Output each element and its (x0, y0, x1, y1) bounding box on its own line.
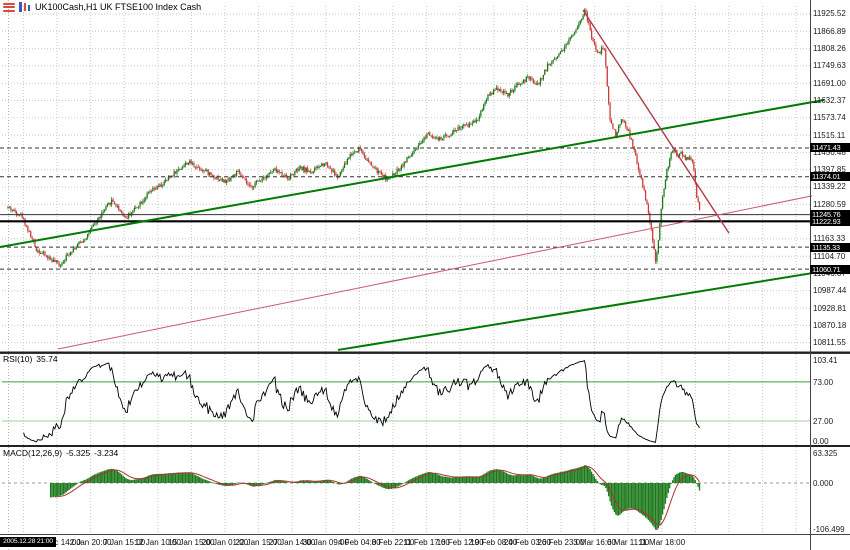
macd-signal-line (54, 466, 700, 526)
price-level-tag: 11135.33 (810, 242, 850, 252)
candles (7, 8, 701, 269)
time-axis-label: 11 Feb 17:00 (403, 538, 450, 547)
rsi-axis-label: 103.41 (813, 356, 838, 365)
price-axis-label: 10928.81 (813, 303, 847, 313)
macd-signal-value: -3.234 (94, 448, 119, 458)
time-axis-label: 30 Jan 09:00 (302, 538, 349, 547)
price-axis-label: 11104.70 (813, 251, 846, 261)
price-level-tag: 11060.71 (810, 264, 850, 274)
time-axis-label: 6 Mar 11:00 (607, 538, 650, 547)
rsi-name: RSI(10) (3, 354, 33, 364)
price-axis-label: 11397.85 (813, 165, 846, 175)
rsi-line (23, 360, 700, 443)
rsi-axis-label: 27.00 (813, 417, 834, 427)
time-axis-label: 30 Dec 14:00 (33, 538, 81, 547)
time-axis-label: 4 Feb 04:00 (338, 538, 381, 547)
macd-main-value: -5.325 (66, 448, 91, 458)
time-axis-label: 12 Jan 10:00 (134, 538, 181, 547)
price-axis-label: 11632.37 (813, 95, 846, 105)
time-axis-label: 20 Jan 01:00 (201, 538, 249, 547)
macd-name: MACD(12,26,9) (3, 448, 63, 458)
rsi-axis-label: 0.00 (813, 437, 829, 446)
price-axis-label: 11339.22 (813, 182, 846, 192)
time-axis-label: 2 Jan 20:00 (69, 538, 112, 547)
price-axis-label: 10987.44 (813, 286, 847, 296)
time-axis-label: 22 Jan 15:00 (235, 538, 282, 547)
time-axis-origin-tag: 2005.12.28 21:00 (0, 537, 56, 547)
price-axis-label: 11573.74 (813, 113, 846, 123)
price-axis-label: 11515.11 (813, 130, 846, 140)
price-axis-label: 11163.33 (813, 234, 846, 244)
rsi-axis-label: 73.00 (813, 377, 834, 387)
time-axis-label: 19 Feb 08:00 (470, 538, 518, 547)
time-axis-label: 16 Feb 12:00 (436, 538, 484, 547)
chart-title: UK100Cash,H1 UK FTSE100 Index Cash (35, 2, 202, 12)
uptrend-lower (337, 266, 850, 351)
time-axis-label: 15 Jan 15:00 (168, 538, 215, 547)
time-axis-label: 8 Feb 22:00 (371, 538, 415, 547)
macd-pane (2, 465, 810, 530)
time-axis-label: 24 Feb 03:00 (503, 538, 551, 547)
time-axis-label: 3 Mar 16:00 (573, 538, 616, 547)
price-axis-label: 11749.63 (813, 61, 846, 71)
rsi-value: 35.74 (36, 354, 58, 364)
trend-lines (0, 9, 850, 351)
price-axis-label: 11808.26 (813, 44, 846, 54)
macd-axis-label: 0.000 (813, 479, 834, 488)
price-axis-label: 11691.00 (813, 78, 846, 88)
price-axis-label: 11280.59 (813, 199, 846, 209)
price-axis-label: 10811.55 (813, 338, 846, 348)
time-axis-label: 26 Feb 23:00 (537, 538, 585, 547)
macd-axis-label: -106.499 (813, 525, 845, 534)
uptrend-major (0, 99, 825, 248)
grid (2, 0, 810, 550)
macd-axis-label: 63.325 (813, 449, 838, 458)
rsi-indicator-label: RSI(10) 35.74 (3, 354, 62, 364)
price-level-tag: 11222.93 (810, 216, 850, 226)
candlestick-chart-icon[interactable] (19, 2, 31, 12)
price-level-tag: 11471.43 (810, 143, 850, 153)
price-axis-label: 10870.18 (813, 320, 847, 330)
price-axis-label: 11866.89 (813, 26, 846, 36)
macd-indicator-label: MACD(12,26,9) -5.325 -3.234 (3, 448, 122, 458)
price-level-tag: 11374.01 (810, 172, 850, 182)
chart-title-bar: UK100Cash,H1 UK FTSE100 Index Cash (3, 1, 201, 13)
horizontal-lines (0, 147, 810, 270)
time-axis-label: 11 Mar 18:00 (638, 538, 686, 547)
downtrend-steep (582, 9, 730, 234)
price-level-tag: 11245.76 (810, 210, 850, 220)
rsi-pane (2, 360, 810, 443)
price-axis-label: 11925.52 (813, 9, 846, 19)
time-axis-label: 27 Jan 14:00 (269, 538, 316, 547)
chart-menu-icon[interactable] (3, 2, 15, 12)
time-axis-label: 7 Jan 15:00 (103, 538, 146, 547)
uptrend-thin (57, 195, 813, 350)
